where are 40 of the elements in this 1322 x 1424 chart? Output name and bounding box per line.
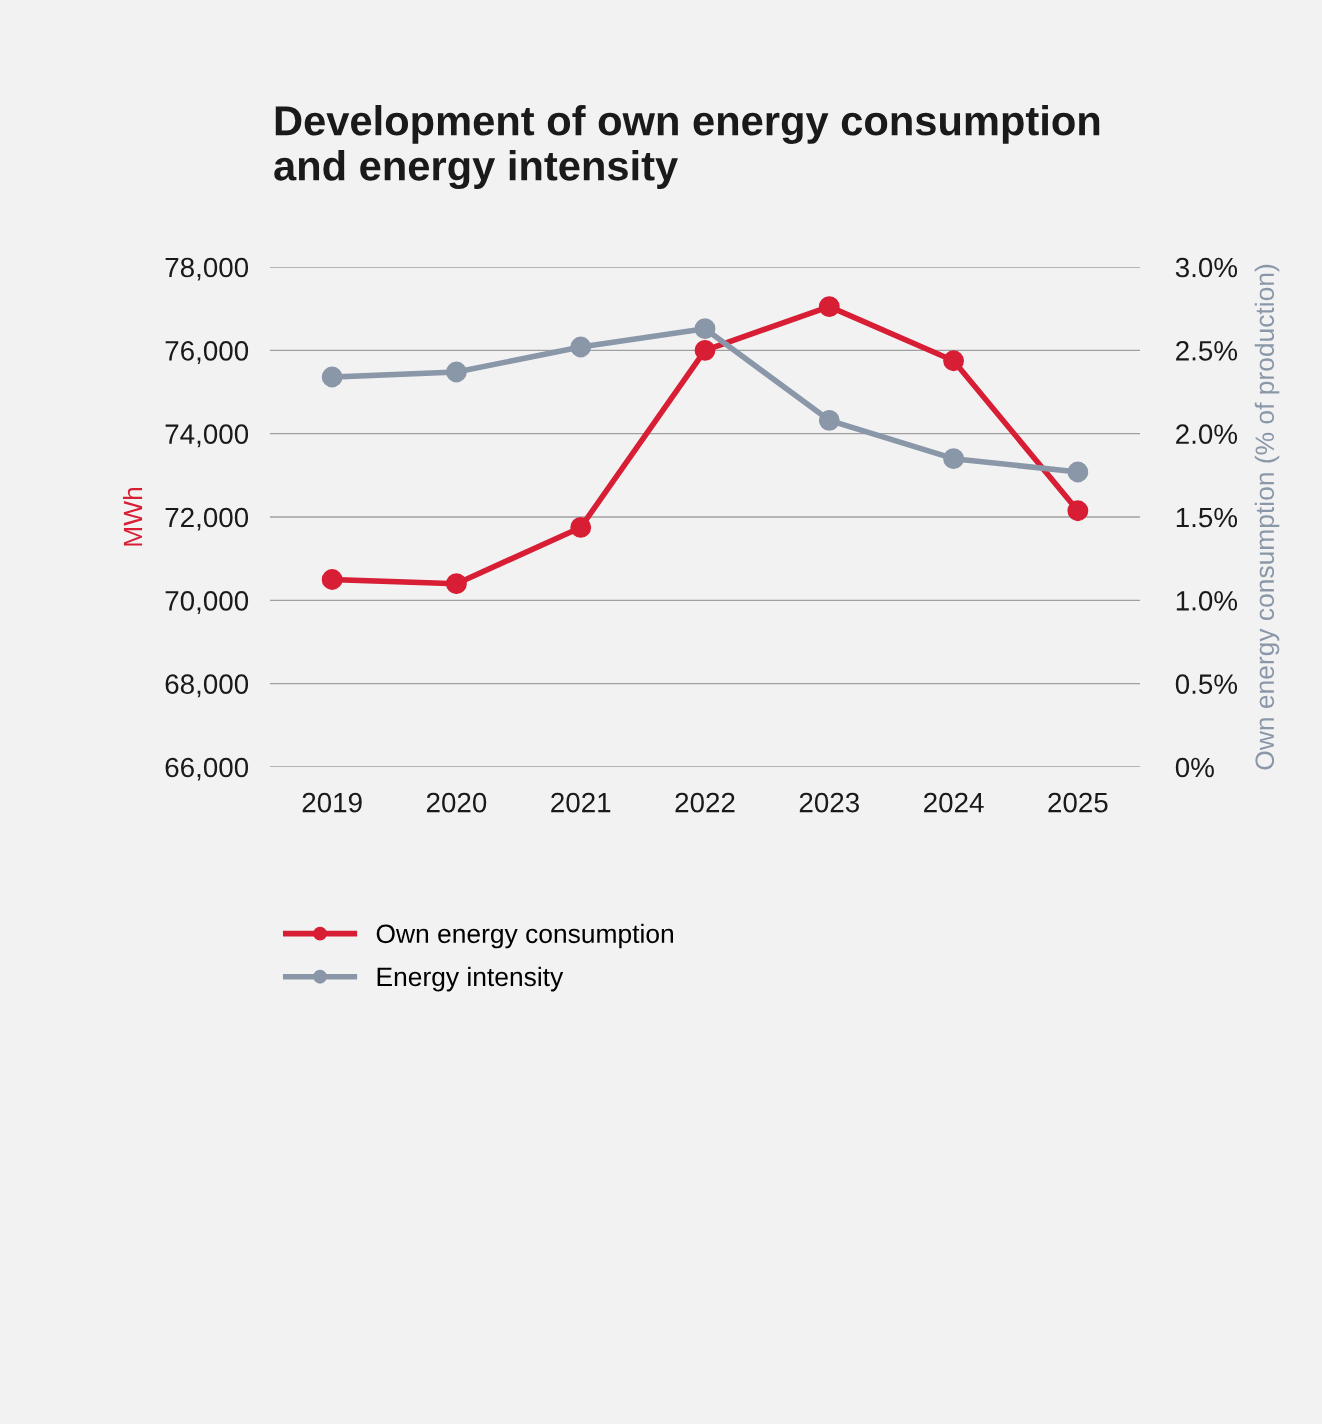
point xyxy=(694,318,716,340)
point xyxy=(818,409,840,431)
y2-tick-label: 2.5% xyxy=(1176,341,1238,361)
point xyxy=(694,339,716,361)
point xyxy=(570,336,592,358)
y2-tick-label: 2.0% xyxy=(1176,424,1238,445)
legend-label: Own energy consumption xyxy=(376,923,673,949)
y2-tick-label: 0.5% xyxy=(1175,674,1238,695)
y-tick-label: 74,000 xyxy=(165,424,249,448)
point xyxy=(446,361,467,383)
chart-title: Development of own energy consumption and energy intensity xyxy=(274,105,1100,190)
y-tick-label: 76,000 xyxy=(165,341,249,364)
y2-tick-label: 0% xyxy=(1175,757,1214,778)
y-tick-label: 70,000 xyxy=(165,591,249,614)
point xyxy=(446,573,467,595)
y2-tick-label: 1.5% xyxy=(1176,507,1238,528)
point xyxy=(1067,461,1089,483)
x-tick-label: 2020 xyxy=(426,792,487,813)
legend-label: Energy intensity xyxy=(377,966,564,992)
y-tick-label: 78,000 xyxy=(165,257,249,281)
point xyxy=(818,296,840,318)
point xyxy=(570,516,592,538)
point xyxy=(943,448,964,470)
point xyxy=(321,366,343,388)
x-tick-label: 2024 xyxy=(924,792,984,813)
point xyxy=(1067,500,1089,522)
point xyxy=(943,350,964,372)
x-tick-label: 2021 xyxy=(551,792,611,813)
x-tick-label: 2022 xyxy=(675,792,735,813)
x-tick-label: 2019 xyxy=(302,792,362,813)
y2-axis-title: Own energy consumption (% of production) xyxy=(1254,264,1280,770)
point xyxy=(321,569,343,590)
y-tick-label: 66,000 xyxy=(165,757,249,781)
y2-tick-label: 1.0% xyxy=(1176,591,1238,611)
y-axis-title: MWh xyxy=(122,487,143,546)
y-tick-label: 72,000 xyxy=(165,507,249,531)
y2-tick-label: 3.0% xyxy=(1175,257,1238,278)
x-tick-label: 2025 xyxy=(1048,792,1108,813)
y-tick-label: 68,000 xyxy=(165,674,249,698)
x-tick-label: 2023 xyxy=(799,792,859,813)
